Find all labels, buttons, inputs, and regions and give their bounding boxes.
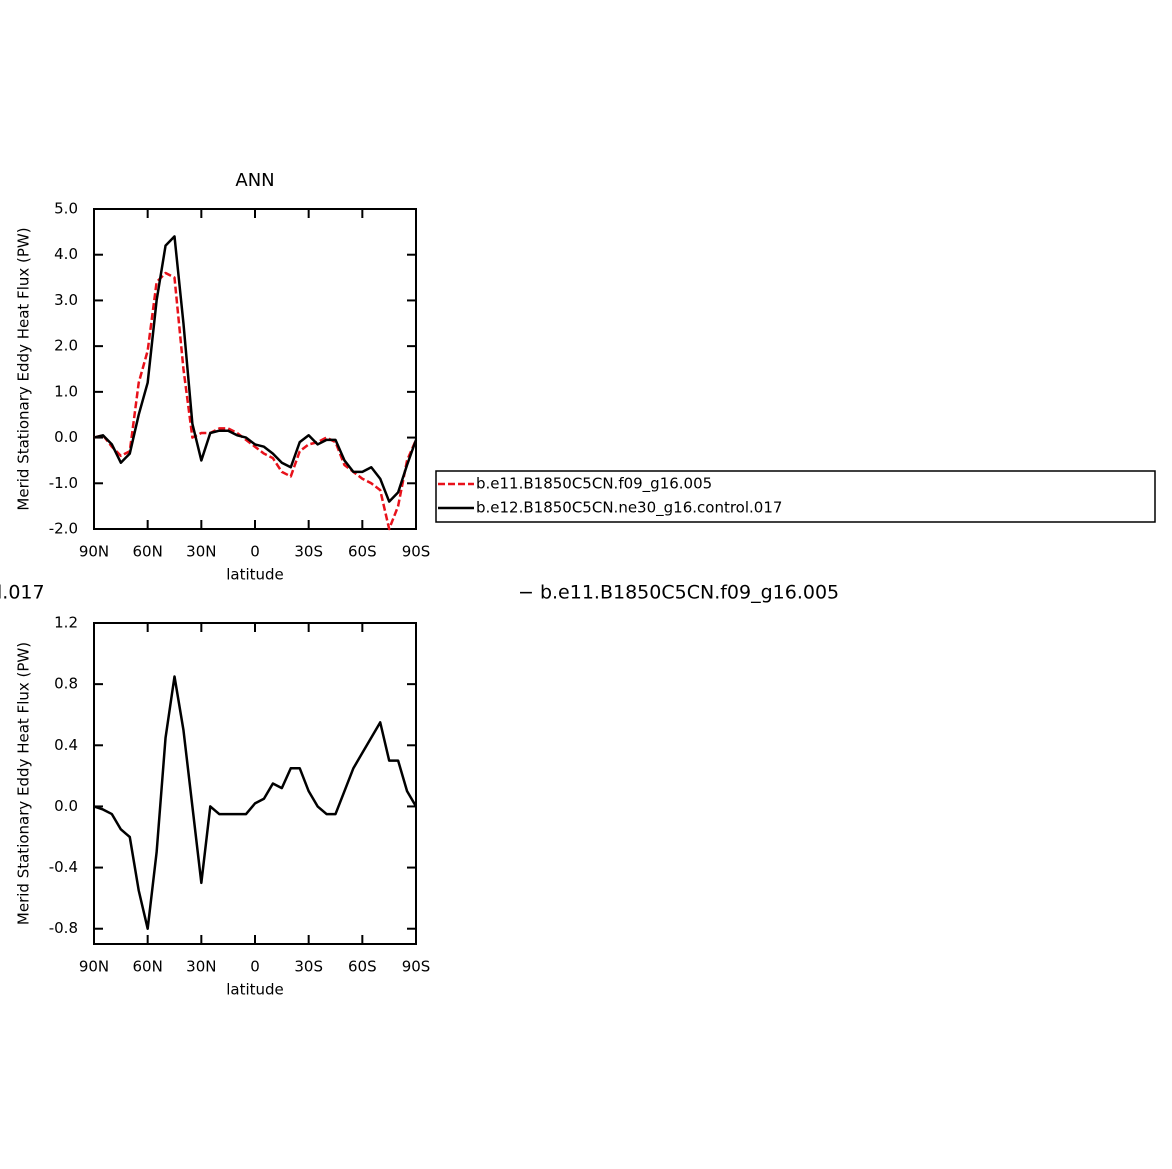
x-tick-label: 60S <box>348 543 377 561</box>
y-tick-label: 5.0 <box>54 200 78 218</box>
annotation: l.017 <box>0 582 45 604</box>
y-tick-label: 0.0 <box>54 428 78 446</box>
x-tick-label: 0 <box>250 543 260 561</box>
chart-title: ANN <box>235 170 274 191</box>
y-tick-label: 3.0 <box>54 291 78 309</box>
y-tick-label: 1.0 <box>54 382 78 400</box>
y-tick-label: 0.4 <box>54 736 78 754</box>
x-tick-label: 90N <box>79 958 109 976</box>
y-axis-label: Merid Stationary Eddy Heat Flux (PW) <box>15 227 33 510</box>
x-tick-label: 30N <box>186 958 216 976</box>
y-tick-label: -1.0 <box>49 474 78 492</box>
x-tick-label: 30N <box>186 543 216 561</box>
y-tick-label: 1.2 <box>54 614 78 632</box>
y-tick-label: -2.0 <box>49 520 78 538</box>
x-tick-label: 60N <box>133 543 163 561</box>
x-tick-label: 60S <box>348 958 377 976</box>
y-axis-label: Merid Stationary Eddy Heat Flux (PW) <box>15 642 33 925</box>
data-line <box>93 675 418 930</box>
data-line <box>93 235 418 503</box>
annotation: − b.e11.B1850C5CN.f09_g16.005 <box>518 582 839 604</box>
y-tick-label: -0.4 <box>49 858 78 876</box>
y-tick-label: 0.0 <box>54 797 78 815</box>
legend-label: b.e12.B1850C5CN.ne30_g16.control.017 <box>476 499 782 518</box>
legend-label: b.e11.B1850C5CN.f09_g16.005 <box>476 475 712 494</box>
x-tick-label: 90N <box>79 543 109 561</box>
x-tick-label: 90S <box>402 543 431 561</box>
y-tick-label: -0.8 <box>49 919 78 937</box>
x-tick-label: 30S <box>294 958 323 976</box>
legend-box <box>435 470 1156 523</box>
plot-frame <box>93 622 417 945</box>
x-tick-label: 0 <box>250 958 260 976</box>
y-tick-label: 0.8 <box>54 675 78 693</box>
x-axis-label: latitude <box>226 981 284 999</box>
x-axis-label: latitude <box>226 566 284 584</box>
y-tick-label: 4.0 <box>54 245 78 263</box>
x-tick-label: 30S <box>294 543 323 561</box>
y-tick-label: 2.0 <box>54 337 78 355</box>
x-tick-label: 90S <box>402 958 431 976</box>
data-line <box>93 271 418 531</box>
x-tick-label: 60N <box>133 958 163 976</box>
